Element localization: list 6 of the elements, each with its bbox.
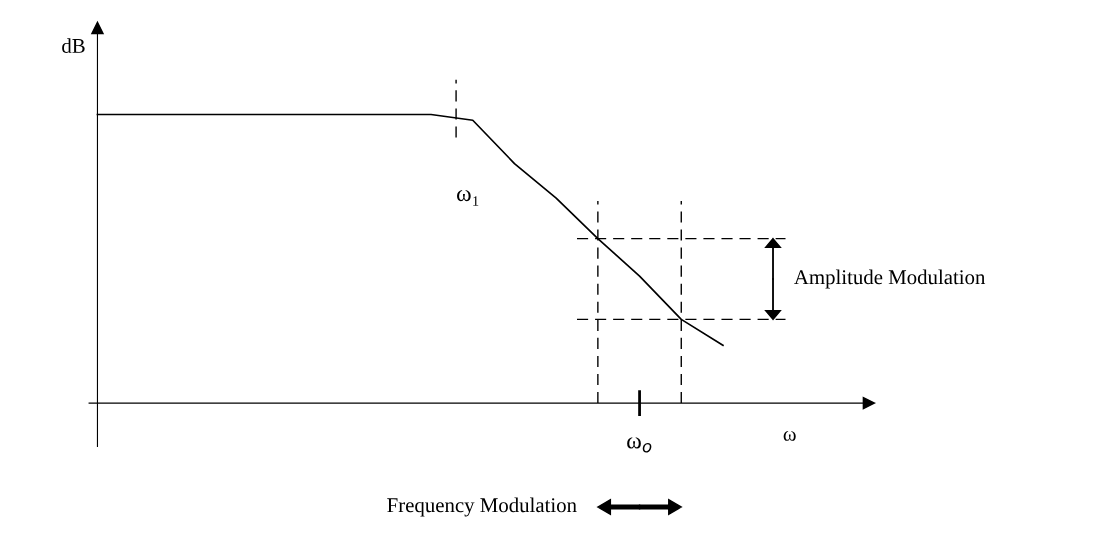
text: ω$_{o}$ — [627, 437, 652, 453]
annotation: ω₁ — [457, 189, 479, 206]
y-axis-title: dB — [62, 38, 85, 53]
text: Amplitude Modulation — [794, 269, 986, 289]
text: Frequency Modulation — [387, 497, 577, 517]
x-axis-title: ω — [783, 430, 796, 441]
